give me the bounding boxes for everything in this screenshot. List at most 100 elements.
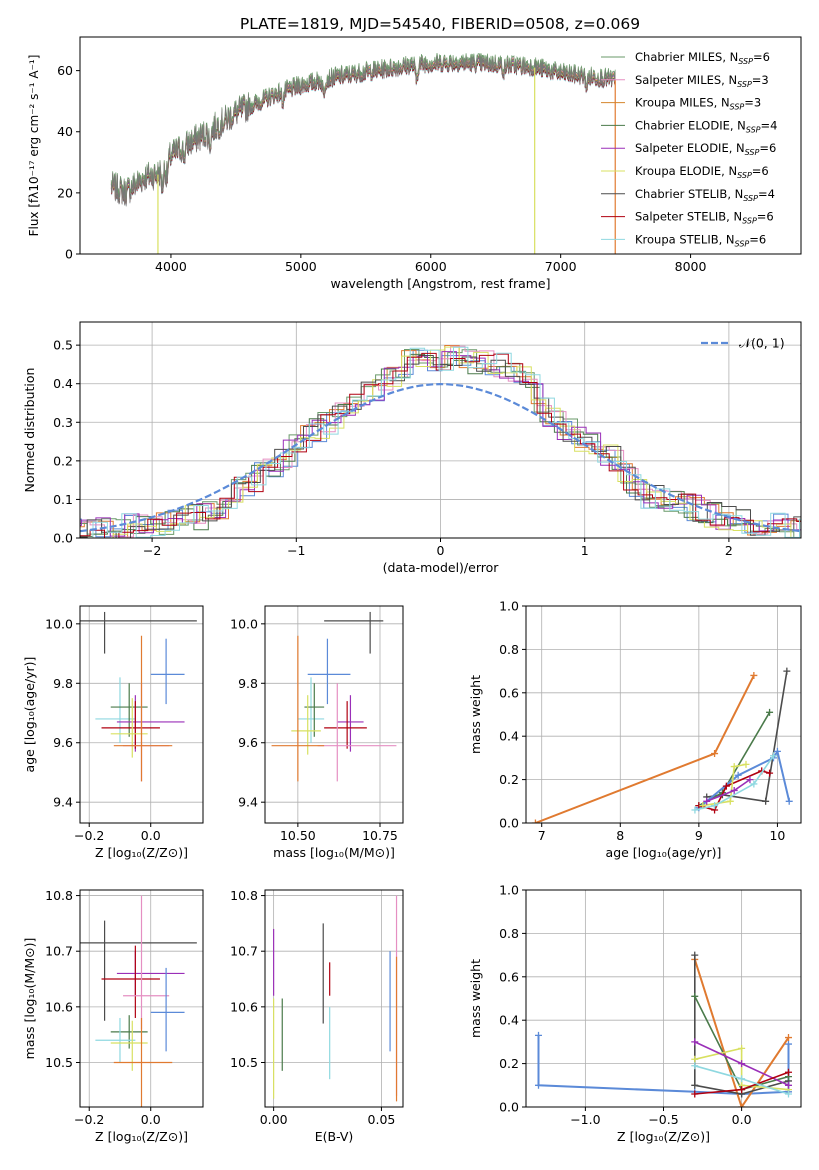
age-weight-series-4-marker-4 [766,769,774,777]
z-weight-series-7-marker-2 [785,1090,792,1098]
mass-age-point-6 [291,695,321,755]
z-weight-ytick-label-4: 0.8 [499,926,519,941]
z-mass-point-6 [95,1017,136,1063]
residual-histogram-chabrier-stelib [80,355,801,538]
z-age-point-5 [101,701,160,749]
spectrum-xlabel: wavelength [Angstrom, rest frame] [330,276,550,291]
z-age-panel: −0.2 0.0 9.4 9.6 9.8 10.0 Z [log₁₀(Z/Z⊙)] age [… [22,605,204,860]
spectrum-ytick-label-0: 0 [65,247,73,262]
z-age-frame [79,605,204,824]
spectrum-xtick-label-3: 7000 [545,259,577,274]
z-weight-ytick-label-3: 0.6 [499,969,519,984]
z-weight-series-4-marker-1 [738,1044,746,1052]
spectrum-xtick-label-2: 6000 [415,259,447,274]
ebv-mass-ytick-label-3: 10.8 [230,888,258,903]
z-mass-panel: −0.2 0.0 10.5 10.6 10.7 10.8 Z [log₁₀(Z/Z⊙)] ma… [22,888,204,1144]
z-mass-ytick-label-1: 10.6 [45,999,73,1014]
z-weight-series-0-marker-0 [535,1031,542,1039]
mass-age-point-7 [317,683,397,782]
ebv-mass-xtick-label-1: 0.05 [368,1112,396,1127]
mass-age-point-8 [271,635,325,782]
spectrum-legend-sub-7: SSP [742,217,757,226]
age-weight-ytick-label-1: 0.2 [499,772,519,787]
spectrum-legend-tail-7: =6 [757,210,774,224]
spectrum-legend-text-0: Chabrier MILES, N [635,50,738,64]
age-weight-series-5 [702,763,747,807]
residuals-ylabel: Normed distribution [22,368,37,493]
spectrum-legend-text-2: Kroupa MILES, N [635,96,730,110]
age-weight-series-5-marker-3 [742,760,750,768]
spectrum-legend-text-5: Kroupa ELODIE, N [635,164,737,178]
z-weight-series-2-marker-0 [691,951,699,959]
residuals-ytick-label-5: 0.5 [53,338,73,353]
spectrum-legend-sub-2: SSP [730,103,745,112]
residuals-ytick-label-1: 0.1 [53,492,73,507]
age-weight-xlabel: age [log₁₀(age/yr)] [606,845,722,860]
spectrum-legend-label-4: Salpeter ELODIE, NSSP=6 [635,141,776,157]
spectrum-legend-text-8: Kroupa STELIB, N [635,232,735,246]
age-weight-xtick-label-1: 8 [616,828,624,843]
age-weight-series-1-marker-3 [783,667,791,675]
z-weight-series-5-marker-1 [738,1060,746,1068]
mass-age-point-4 [337,695,364,752]
z-mass-point-2 [101,945,160,1018]
z-weight-ytick-label-1: 0.2 [499,1056,519,1071]
spectrum-ytick-label-3: 60 [57,63,73,78]
spectrum-legend-tail-8: =6 [749,232,766,246]
z-age-ytick-label-3: 10.0 [45,616,73,631]
age-weight-ylabel: mass weight [468,675,483,754]
z-mass-ylabel: mass [log₁₀(M/M⊙)] [22,938,37,1060]
ebv-mass-xtick-label-0: 0.00 [260,1112,288,1127]
z-weight-series-3-marker-0 [691,992,699,1000]
age-weight-ytick-label-0: 0.0 [499,816,519,831]
residuals-xtick-label-4: 2 [725,543,733,558]
z-weight-ytick-label-0: 0.0 [499,1100,519,1115]
spectrum-legend-tail-6: =4 [758,187,775,201]
age-weight-series-5-marker-2 [730,763,738,771]
spectrum-plot-area [110,53,616,254]
spectrum-legend-label-3: Chabrier ELODIE, NSSP=4 [635,118,777,134]
z-weight-series-6-marker-1 [738,1086,746,1094]
age-weight-series-7-marker-1 [711,802,719,810]
age-weight-series-7-marker-0 [691,806,699,814]
spectrum-legend-label-1: Salpeter MILES, NSSP=3 [635,73,769,89]
mass-age-ytick-label-3: 10.0 [230,616,258,631]
z-age-ytick-label-1: 9.6 [53,735,73,750]
z-mass-xtick-label-1: 0.0 [141,1112,161,1127]
z-mass-xlabel: Z [log₁₀(Z/Z⊙)] [95,1129,188,1144]
mass-age-ytick-label-1: 9.6 [238,735,258,750]
spectrum-panel: 4000 5000 6000 7000 8000 0 20 40 60 wavelength [A… [27,36,802,291]
ebv-mass-panel: 0.00 0.05 10.5 10.6 10.7 10.8 E(B-V) [230,888,404,1144]
spectrum-xtick-label-4: 8000 [675,259,707,274]
z-weight-series-6-marker-0 [691,1090,699,1098]
spectrum-legend-label-6: Chabrier STELIB, NSSP=4 [635,187,775,203]
age-weight-frame [525,605,802,824]
age-weight-series-6-marker-0 [703,797,711,805]
z-weight-series-5-marker-2 [785,1081,792,1089]
spectrum-legend-sub-6: SSP [743,194,758,203]
z-weight-series-1 [693,959,790,1107]
z-age-xlabel: Z [log₁₀(Z/Z⊙)] [95,845,188,860]
z-weight-xtick-label-2: 0.0 [732,1112,752,1127]
z-weight-series-1-marker-1 [738,1103,746,1107]
spectrum-legend-tail-2: =3 [744,96,761,110]
z-weight-panel: −1.0 −0.5 0.0 0.0 0.2 0.4 0.6 0.8 1.0 Z [log₁₀(Z/… [468,883,802,1144]
z-age-ylabel: age [log₁₀(age/yr)] [22,657,37,773]
age-weight-series-4-marker-2 [722,782,730,790]
spectrum-legend-label-5: Kroupa ELODIE, NSSP=6 [635,164,769,180]
spectrum-legend-tail-3: =4 [761,118,778,132]
z-weight-ytick-label-2: 0.4 [499,1013,519,1028]
ebv-mass-plot-area [273,895,398,1102]
z-weight-series-5-marker-0 [691,1038,699,1046]
spectrum-legend-label-7: Salpeter STELIB, NSSP=6 [635,210,774,226]
mass-age-xtick-label-0: 10.50 [280,828,316,843]
z-age-ytick-label-2: 9.8 [53,676,73,691]
residual-histogram-salpeter-elodie [80,351,801,537]
normal-distribution-curve [80,382,801,533]
age-weight-xtick-label-3: 10 [769,828,785,843]
age-weight-ytick-label-2: 0.4 [499,729,519,744]
z-weight-series-7-marker-0 [691,1062,699,1070]
ebv-mass-ytick-label-1: 10.6 [230,999,258,1014]
